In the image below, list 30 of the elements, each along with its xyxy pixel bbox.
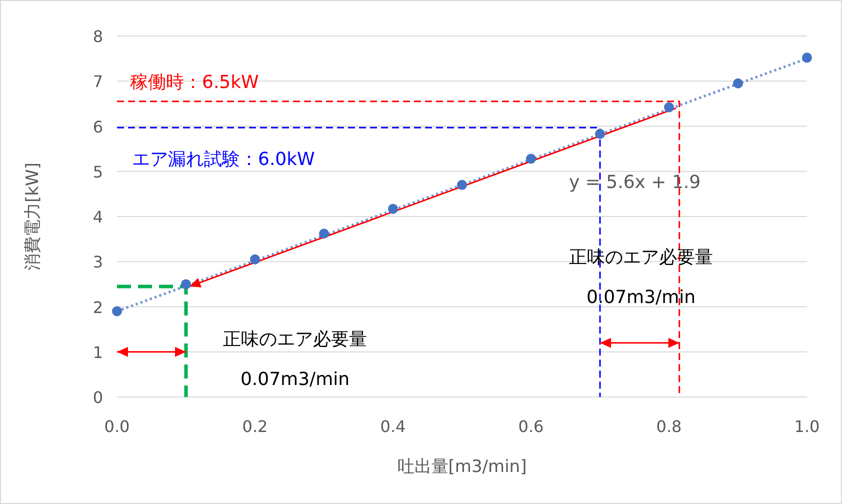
x-tick-label: 0.6	[518, 417, 544, 436]
point	[595, 128, 605, 139]
y-tick-label: 7	[92, 72, 103, 92]
y-tick-label: 5	[92, 162, 103, 182]
y-tick-label: 1	[92, 342, 103, 362]
annotation: 正味のエア必要量 0.07m3/min	[223, 329, 367, 390]
y-tick-label: 2	[92, 298, 103, 317]
x-tick-label: 1.0	[794, 417, 820, 436]
y-tick-label: 3	[92, 252, 103, 272]
point	[457, 180, 467, 190]
y-tick-label: 8	[92, 27, 103, 46]
y-tick-label: 6	[92, 117, 103, 136]
point	[526, 154, 536, 164]
x-tick-label: 0.8	[656, 417, 682, 436]
point	[664, 102, 674, 112]
y-tick-label: 4	[92, 208, 103, 226]
x-tick-label: 0.4	[380, 417, 406, 436]
point	[733, 78, 743, 88]
x-axis-title: 吐出量[m3/min]	[397, 457, 527, 477]
x-tick-label: 0.2	[242, 417, 268, 436]
point	[388, 204, 398, 214]
y-axis-title: 消費電力[kW]	[23, 162, 43, 270]
annotation: y = 5.6x + 1.9	[569, 172, 701, 193]
point	[802, 52, 812, 63]
annotation: 稼働時：6.5kW	[130, 72, 260, 93]
y-tick-label: 0	[92, 388, 103, 407]
x-tick-label: 0.0	[104, 417, 130, 436]
annotation: エア漏れ試験：6.0kW	[132, 149, 316, 170]
point	[319, 228, 329, 239]
point	[250, 254, 260, 264]
